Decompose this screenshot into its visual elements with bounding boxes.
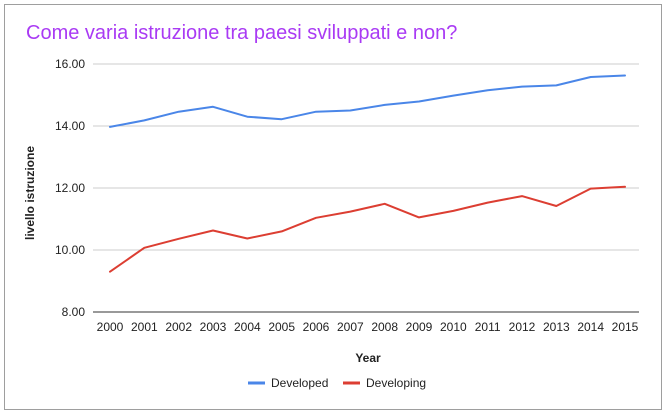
x-tick-label: 2013 [543, 320, 570, 334]
series-line-developed [109, 74, 626, 128]
chart-title: Come varia istruzione tra paesi sviluppa… [26, 22, 457, 44]
x-tick-label: 2002 [165, 320, 192, 334]
x-tick-label: 2014 [577, 320, 604, 334]
x-tick-label: 2011 [475, 320, 501, 334]
x-axis-ticks: 2000 2001 2002 2003 2004 2005 2006 2007 2008 2009… [97, 320, 639, 334]
x-tick-label: 2004 [234, 320, 261, 334]
series-line-developing [109, 185, 626, 273]
x-tick-label: 2010 [440, 320, 467, 334]
x-tick-label: 2005 [268, 320, 295, 334]
x-tick-label: 2003 [200, 320, 227, 334]
y-tick-label: 10.00 [55, 243, 85, 257]
series-lines [109, 74, 626, 273]
x-tick-label: 2000 [97, 320, 124, 334]
gridlines [93, 63, 639, 313]
x-tick-label: 2001 [131, 320, 158, 334]
y-tick-label: 12.00 [55, 181, 85, 195]
y-tick-label: 16.00 [55, 57, 85, 71]
x-axis-title: Year [355, 351, 381, 365]
y-axis-ticks: 8.00 10.00 12.00 14.00 16.00 [55, 57, 85, 319]
x-tick-label: 2007 [337, 320, 364, 334]
y-axis-title: livello istruzione [23, 146, 37, 240]
x-tick-label: 2006 [303, 320, 330, 334]
x-tick-label: 2008 [371, 320, 398, 334]
y-tick-label: 8.00 [62, 305, 86, 319]
y-tick-label: 14.00 [55, 119, 85, 133]
legend: Developed Developing [248, 376, 426, 390]
legend-label-developing: Developing [366, 376, 426, 390]
x-tick-label: 2009 [406, 320, 433, 334]
legend-label-developed: Developed [271, 376, 328, 390]
chart-frame: Come varia istruzione tra paesi sviluppa… [4, 4, 662, 410]
x-tick-label: 2012 [509, 320, 536, 334]
line-chart: Come varia istruzione tra paesi sviluppa… [23, 22, 639, 390]
x-tick-label: 2015 [612, 320, 639, 334]
